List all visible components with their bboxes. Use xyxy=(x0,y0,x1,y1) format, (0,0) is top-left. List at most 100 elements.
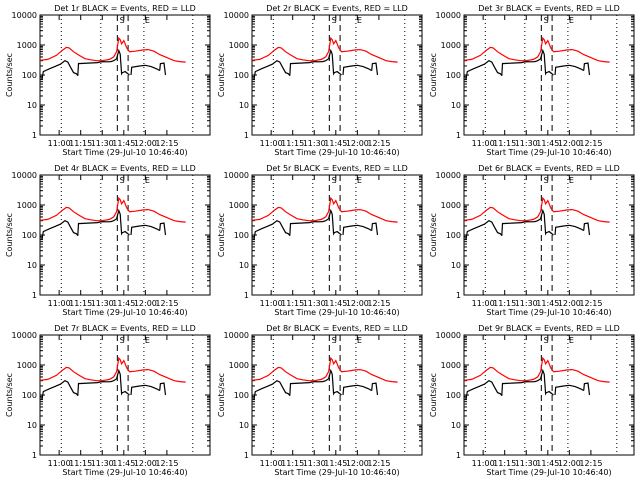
y-tick-label: 1000 xyxy=(229,361,249,370)
panel-title: Det 3r BLACK = Events, RED = LLD xyxy=(478,4,620,13)
detector-panel: Det 2r BLACK = Events, RED = LLD 1 10 100 10… xyxy=(217,4,423,157)
events-series-line xyxy=(130,64,161,76)
events-series-line xyxy=(130,384,161,396)
events-series-line xyxy=(554,384,585,396)
events-series-line xyxy=(77,368,121,396)
x-tick-label: 11:30 xyxy=(91,139,114,148)
events-series-line xyxy=(119,213,130,236)
y-tick-label: 10 xyxy=(451,421,461,430)
events-series-line xyxy=(465,219,503,240)
y-tick-label: 1000 xyxy=(441,41,461,50)
y-axis-label: Counts/sec xyxy=(5,53,14,97)
y-tick-label: 10 xyxy=(239,261,249,270)
y-tick-label: 10 xyxy=(451,101,461,110)
y-tick-label: 10 xyxy=(27,101,37,110)
detector-panel: Det 8r BLACK = Events, RED = LLD 1 10 100 10… xyxy=(217,324,423,477)
x-tick-label: 11:45 xyxy=(112,459,135,468)
x-axis-label: Start Time (29-Jul-10 10:46:40) xyxy=(62,468,187,477)
x-tick-label: 11:15 xyxy=(493,459,516,468)
panel-title: Det 5r BLACK = Events, RED = LLD xyxy=(266,164,408,173)
events-series-line xyxy=(501,368,545,396)
events-series-line xyxy=(371,382,379,396)
lld-series-line xyxy=(39,36,186,63)
panel-title: Det 2r BLACK = Events, RED = LLD xyxy=(266,4,408,13)
x-tick-label: 11:15 xyxy=(281,139,304,148)
events-series-line xyxy=(159,382,167,396)
events-series-line xyxy=(331,373,342,396)
y-tick-label: 10000 xyxy=(12,171,37,180)
y-tick-label: 10 xyxy=(239,101,249,110)
events-series-line xyxy=(465,59,503,80)
x-tick-label: 11:15 xyxy=(69,139,92,148)
events-series-line xyxy=(253,59,291,80)
lld-series-line xyxy=(463,196,610,223)
y-tick-label: 1 xyxy=(32,291,37,300)
events-series-line xyxy=(159,62,167,76)
events-series-line xyxy=(289,208,333,236)
x-tick-label: 11:00 xyxy=(48,299,71,308)
detector-panel: Det 3r BLACK = Events, RED = LLD 1 10 100 10… xyxy=(429,4,635,157)
x-tick-label: 11:30 xyxy=(303,299,326,308)
events-series-line xyxy=(554,64,585,76)
events-series-line xyxy=(583,382,591,396)
y-tick-label: 1000 xyxy=(17,41,37,50)
detector-panel: Det 7r BLACK = Events, RED = LLD 1 10 100 10… xyxy=(5,324,211,477)
x-tick-label: 11:45 xyxy=(112,139,135,148)
y-tick-label: 1 xyxy=(32,131,37,140)
y-tick-label: 1000 xyxy=(17,361,37,370)
events-series-line xyxy=(331,53,342,76)
y-tick-label: 10 xyxy=(27,421,37,430)
marker-s-label: S xyxy=(332,16,337,25)
y-axis-label: Counts/sec xyxy=(429,373,438,417)
events-series-line xyxy=(41,59,79,80)
x-axis-label: Start Time (29-Jul-10 10:46:40) xyxy=(62,308,187,317)
events-series-line xyxy=(253,219,291,240)
marker-s-label: S xyxy=(544,336,549,345)
y-tick-label: 100 xyxy=(22,391,37,400)
marker-e-label: E xyxy=(569,16,574,25)
events-series-line xyxy=(543,373,554,396)
lld-series-line xyxy=(39,356,186,383)
y-tick-label: 100 xyxy=(446,231,461,240)
y-axis-label: Counts/sec xyxy=(429,213,438,257)
events-series-line xyxy=(583,62,591,76)
x-axis-label: Start Time (29-Jul-10 10:46:40) xyxy=(274,308,399,317)
x-tick-label: 12:00 xyxy=(558,459,581,468)
plot-frame xyxy=(39,14,211,136)
marker-s-label: S xyxy=(332,176,337,185)
x-tick-label: 11:15 xyxy=(493,299,516,308)
x-tick-label: 12:00 xyxy=(134,459,157,468)
x-tick-label: 11:45 xyxy=(112,299,135,308)
panel-title: Det 7r BLACK = Events, RED = LLD xyxy=(54,324,196,333)
y-tick-label: 1000 xyxy=(229,201,249,210)
marker-e-label: E xyxy=(145,16,150,25)
plot-frame xyxy=(251,174,423,296)
lld-series-line xyxy=(463,356,610,383)
x-tick-label: 12:00 xyxy=(558,299,581,308)
y-tick-label: 10000 xyxy=(436,11,461,20)
plot-frame xyxy=(463,174,635,296)
lld-series-line xyxy=(251,196,398,223)
events-series-line xyxy=(342,64,373,76)
x-tick-label: 11:00 xyxy=(48,139,71,148)
x-tick-label: 12:00 xyxy=(346,139,369,148)
marker-e-label: E xyxy=(357,176,362,185)
x-tick-label: 11:45 xyxy=(324,299,347,308)
y-tick-label: 1 xyxy=(456,131,461,140)
marker-s-label: S xyxy=(120,336,125,345)
x-tick-label: 11:45 xyxy=(324,139,347,148)
y-tick-label: 10 xyxy=(239,421,249,430)
x-tick-label: 11:30 xyxy=(303,139,326,148)
y-tick-label: 10 xyxy=(451,261,461,270)
x-tick-label: 11:00 xyxy=(260,139,283,148)
events-series-line xyxy=(77,208,121,236)
x-axis-label: Start Time (29-Jul-10 10:46:40) xyxy=(62,148,187,157)
marker-e-label: E xyxy=(145,176,150,185)
lld-series-line xyxy=(39,196,186,223)
x-tick-label: 12:15 xyxy=(367,459,390,468)
panel-title: Det 9r BLACK = Events, RED = LLD xyxy=(478,324,620,333)
marker-e-label: E xyxy=(357,336,362,345)
events-series-line xyxy=(371,62,379,76)
panel-title: Det 4r BLACK = Events, RED = LLD xyxy=(54,164,196,173)
